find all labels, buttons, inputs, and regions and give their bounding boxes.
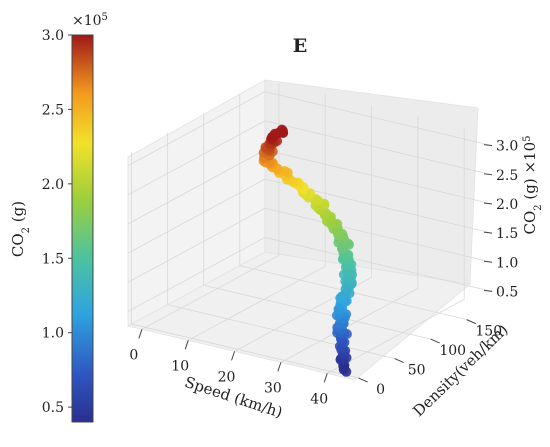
x-tick-label: 10 [171,358,189,374]
colorbar-ticks: 0.5 1.0 1.5 2.0 2.5 3.0 [42,28,72,416]
z-tick-mark [483,260,493,263]
z-tick-mark [483,289,493,292]
side-gridline-z [127,237,266,312]
floor-gridline-x [280,288,419,363]
z-tick-mark [483,231,493,234]
x-tick-mark [231,351,236,361]
floor-gridline-x [141,254,280,330]
z-tick-mark [483,173,493,176]
floor-gridline-y [167,304,395,359]
colorbar: 0.5 1.0 1.5 2.0 2.5 3.0 ×105 CO2 (g) [9,12,108,423]
z-tick-label: 3.0 [496,139,518,155]
y-tick-mark [466,319,476,325]
floor-gridline-x [188,265,326,341]
colorbar-tick-label: 2.5 [42,102,64,118]
z-axis-label: CO2 (g) ×105 [521,135,544,234]
y-tick-label: 0 [376,382,385,398]
colorbar-tick-label: 0.5 [42,400,64,416]
side-gridline-z [127,207,266,283]
x-tick-label: 0 [129,347,138,363]
colorbar-tick-label: 3.0 [42,28,64,44]
x-tick-label: 30 [264,380,282,396]
x-tick-mark [138,329,143,339]
side-gridline-z [127,178,266,254]
back-gridline-z [264,207,493,263]
z-tick-label: 1.5 [496,226,518,242]
z-tick-mark [483,202,493,205]
back-gridline-z [264,237,493,292]
colorbar-label: CO2 (g) [9,201,32,257]
y-tick-mark [430,338,440,344]
floor-pane [126,251,471,381]
floor-gridline-y [131,323,359,379]
chart-title: E [293,35,307,57]
colorbar-tick-label: 1.0 [42,326,64,342]
side-gridline-z [127,149,266,225]
y-axis-ticks: 0 50 100 150 [358,319,502,398]
colorbar-tick-label: 1.5 [42,251,64,267]
back-gridline-z [264,91,493,147]
z-tick-label: 2.5 [496,168,518,184]
z-tick-mark [483,144,493,147]
colorbar-offset: ×105 [72,12,108,30]
y-tick-label: 100 [439,343,466,359]
back-gridline-z [264,149,493,205]
side-gridline-z [127,120,266,196]
z-tick-label: 2.0 [496,197,518,213]
scatter-points [258,124,358,377]
x-tick-mark [184,340,189,350]
scatter-point [276,124,287,135]
x-axis-ticks: 0 10 20 30 40 [129,329,328,407]
y-tick-label: 150 [475,324,502,340]
x-tick-mark [323,373,328,383]
floor-gridline-y [203,284,431,340]
x-tick-label: 20 [218,369,236,385]
x-tick-label: 40 [310,391,328,407]
colorbar-gradient [71,34,94,423]
side-gridline-z [127,91,266,167]
y-tick-label: 50 [408,363,426,379]
z-tick-label: 1.0 [496,255,518,271]
y-tick-mark [394,358,404,364]
colorbar-tick-label: 2.0 [42,177,64,193]
back-gridline-z [264,120,493,176]
z-axis-ticks: 0.5 1.0 1.5 2.0 2.5 3.0 [483,139,518,300]
z-tick-label: 0.5 [496,284,518,300]
grid-lines [127,83,493,379]
axes-3d: 0 10 20 30 40 0 50 100 150 0.5 1.0 1.5 2.0 2.5 3.0 [126,79,518,407]
y-tick-mark [358,377,368,383]
x-tick-mark [277,362,282,372]
